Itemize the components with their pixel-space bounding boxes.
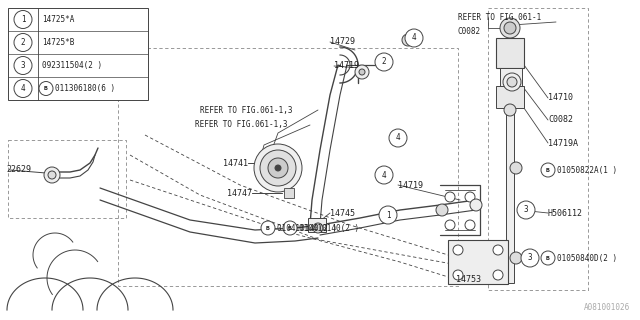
Circle shape xyxy=(275,165,281,171)
Bar xyxy=(506,108,514,283)
Circle shape xyxy=(375,166,393,184)
Text: 011306180(6 ): 011306180(6 ) xyxy=(55,84,115,93)
Text: 010410140(2 ): 010410140(2 ) xyxy=(277,223,337,233)
Text: 4: 4 xyxy=(20,84,26,93)
Bar xyxy=(448,240,508,284)
Text: 14745: 14745 xyxy=(330,209,355,218)
Text: 4: 4 xyxy=(412,34,416,43)
Circle shape xyxy=(504,22,516,34)
Bar xyxy=(496,38,524,68)
Bar xyxy=(496,86,524,108)
Circle shape xyxy=(465,192,475,202)
Text: A081001026: A081001026 xyxy=(584,303,630,312)
Circle shape xyxy=(470,199,482,211)
Circle shape xyxy=(44,167,60,183)
Text: 14725*B: 14725*B xyxy=(42,38,74,47)
Text: 3: 3 xyxy=(524,205,528,214)
Circle shape xyxy=(14,34,32,52)
Circle shape xyxy=(254,144,302,192)
Text: 14753: 14753 xyxy=(456,276,481,284)
Circle shape xyxy=(389,129,407,147)
Circle shape xyxy=(359,69,365,75)
Circle shape xyxy=(405,29,423,47)
Circle shape xyxy=(504,104,516,116)
Circle shape xyxy=(268,158,288,178)
Circle shape xyxy=(313,223,323,233)
Text: 14747: 14747 xyxy=(227,188,252,197)
Circle shape xyxy=(510,252,522,264)
Text: 22629: 22629 xyxy=(6,165,31,174)
Text: REFER TO FIG.061-1,3: REFER TO FIG.061-1,3 xyxy=(195,121,287,130)
Circle shape xyxy=(453,245,463,255)
Text: 1: 1 xyxy=(386,211,390,220)
Bar xyxy=(500,68,522,86)
Circle shape xyxy=(500,18,520,38)
Circle shape xyxy=(517,201,535,219)
Text: B: B xyxy=(44,86,48,91)
Text: 2: 2 xyxy=(20,38,26,47)
Text: REFER TO FIG.061-1: REFER TO FIG.061-1 xyxy=(458,13,541,22)
Text: 14719A: 14719A xyxy=(548,139,578,148)
Text: 3: 3 xyxy=(20,61,26,70)
Text: 010410140(2 ): 010410140(2 ) xyxy=(299,223,359,233)
Circle shape xyxy=(260,150,296,186)
Text: 3: 3 xyxy=(528,253,532,262)
Text: REFER TO FIG.061-1,3: REFER TO FIG.061-1,3 xyxy=(200,106,292,115)
Circle shape xyxy=(379,206,397,224)
Text: 2: 2 xyxy=(381,58,387,67)
Circle shape xyxy=(355,65,369,79)
Text: 1: 1 xyxy=(20,15,26,24)
Circle shape xyxy=(541,163,555,177)
Text: 01050822A(1 ): 01050822A(1 ) xyxy=(557,165,617,174)
Circle shape xyxy=(436,204,448,216)
Text: 01050840D(2 ): 01050840D(2 ) xyxy=(557,253,617,262)
Bar xyxy=(488,8,588,290)
Text: 14729: 14729 xyxy=(330,37,355,46)
Text: 4: 4 xyxy=(396,133,400,142)
Text: 14741: 14741 xyxy=(223,158,248,167)
Circle shape xyxy=(48,171,56,179)
Circle shape xyxy=(493,270,503,280)
Circle shape xyxy=(453,270,463,280)
Circle shape xyxy=(510,162,522,174)
Text: B: B xyxy=(266,226,270,230)
Bar xyxy=(284,188,294,198)
Text: 14719: 14719 xyxy=(398,180,423,189)
Circle shape xyxy=(14,11,32,28)
Circle shape xyxy=(39,82,53,95)
Bar xyxy=(118,48,458,286)
Text: B: B xyxy=(546,167,550,172)
Text: 14725*A: 14725*A xyxy=(42,15,74,24)
Circle shape xyxy=(493,245,503,255)
Bar xyxy=(8,8,148,100)
Circle shape xyxy=(465,220,475,230)
Text: C0082: C0082 xyxy=(458,28,481,36)
Text: 092311504(2 ): 092311504(2 ) xyxy=(42,61,102,70)
Circle shape xyxy=(283,221,297,235)
Circle shape xyxy=(521,249,539,267)
Text: 14710: 14710 xyxy=(548,93,573,102)
Bar xyxy=(308,218,326,232)
Circle shape xyxy=(375,53,393,71)
Circle shape xyxy=(445,220,455,230)
Circle shape xyxy=(14,79,32,98)
Text: H506112: H506112 xyxy=(548,209,583,218)
Circle shape xyxy=(14,57,32,75)
Text: B: B xyxy=(546,255,550,260)
Circle shape xyxy=(503,73,521,91)
Text: C0082: C0082 xyxy=(548,116,573,124)
Text: 14719: 14719 xyxy=(334,61,359,70)
Circle shape xyxy=(261,221,275,235)
Circle shape xyxy=(445,192,455,202)
Circle shape xyxy=(507,77,517,87)
Circle shape xyxy=(541,251,555,265)
Text: B: B xyxy=(288,226,292,230)
Circle shape xyxy=(402,34,414,46)
Text: 4: 4 xyxy=(381,171,387,180)
Bar xyxy=(8,140,126,218)
